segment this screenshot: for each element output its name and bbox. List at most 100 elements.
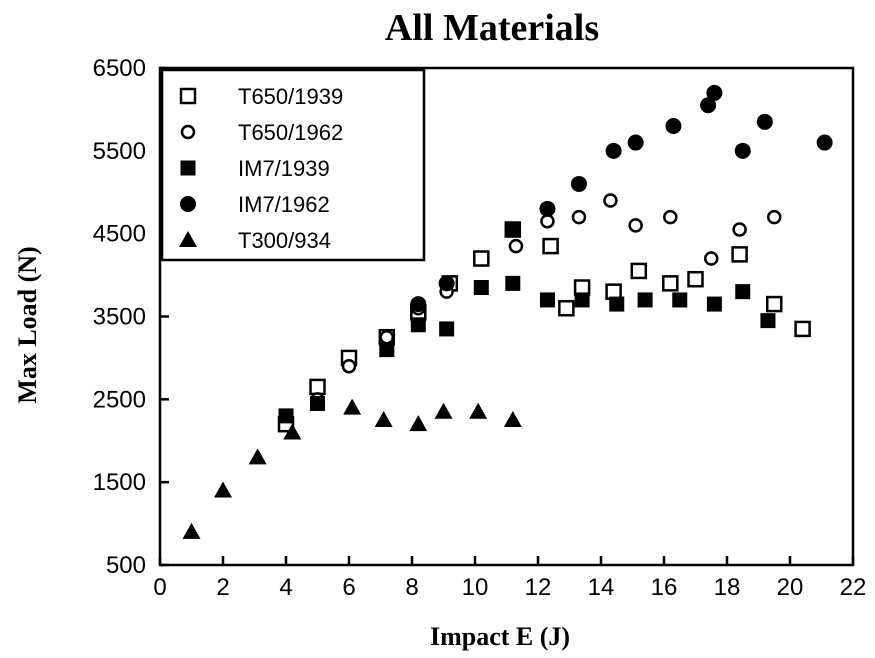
data-point [760,313,776,329]
x-axis-ticks: 0 2 4 6 8 10 12 14 16 18 20 22 [153,556,866,601]
data-point [542,237,559,255]
legend-label: IM7/1939 [238,156,330,181]
legend-marker [180,196,196,212]
data-point [574,292,590,308]
data-point [734,142,751,159]
data-point [609,296,625,312]
legend-label: T300/934 [238,228,331,253]
data-point [731,246,748,263]
data-point [379,342,395,358]
data-point [283,423,302,440]
x-tick-label: 10 [462,574,489,601]
data-point [379,329,395,345]
data-point [816,134,833,151]
data-point [700,97,717,114]
data-point [605,283,622,300]
legend-box [160,68,426,262]
x-tick-label: 2 [216,574,229,601]
series-im7-1939 [278,275,776,424]
data-point [503,411,522,428]
data-point [434,402,453,419]
data-point [410,317,426,333]
x-tick-label: 16 [651,574,678,601]
data-point [309,378,326,396]
legend-label: IM7/1962 [238,192,330,217]
data-point [704,251,719,266]
y-tick-label: 6500 [93,55,146,82]
data-point [409,415,428,432]
legend-item: T650/1962 [180,120,343,145]
data-point [603,193,618,208]
data-points [182,84,833,539]
y-tick-label: 3500 [93,304,146,331]
data-point [662,275,679,292]
data-point [663,209,678,225]
data-point [735,284,751,300]
legend-item: IM7/1962 [180,192,330,217]
y-axis-ticks: 500 1500 2500 3500 4500 5500 6500 [93,55,169,579]
data-point [766,295,783,313]
data-point [469,402,488,419]
legend-item: T300/934 [179,228,331,253]
x-tick-label: 0 [153,574,166,601]
data-point [505,275,521,291]
x-tick-label: 20 [777,574,804,601]
data-point [508,238,524,254]
legend-label: T650/1939 [238,84,343,109]
y-tick-label: 4500 [93,221,146,248]
chart-title: All Materials [385,7,599,49]
data-point [630,262,648,280]
data-point [672,292,688,308]
y-tick-label: 1500 [93,469,146,496]
x-tick-label: 4 [279,574,292,601]
data-point [628,218,643,233]
data-point [539,292,555,308]
data-point [570,175,587,192]
data-point [438,275,455,292]
data-point [637,292,653,308]
data-point [473,250,490,267]
legend-marker [180,124,196,140]
data-point [706,296,722,312]
data-point [214,481,232,498]
data-point [504,221,521,238]
data-point [473,280,489,296]
y-tick-label: 500 [106,552,146,579]
data-point [665,117,682,134]
data-point [605,142,622,159]
legend-label: T650/1962 [238,120,343,145]
data-point [341,358,357,374]
x-axis-label: Impact E (J) [430,622,570,651]
data-point [278,408,294,424]
data-point [540,213,555,229]
x-tick-label: 18 [714,574,741,601]
data-point [732,222,747,237]
x-tick-label: 12 [525,574,552,601]
data-point [687,270,704,288]
y-axis-label: Max Load (N) [13,246,42,403]
data-point [374,411,393,428]
legend-item: T650/1939 [179,84,343,109]
data-point [767,209,782,225]
x-tick-label: 22 [840,574,867,601]
x-tick-label: 14 [588,574,615,601]
data-point [248,448,267,465]
y-tick-label: 5500 [93,138,146,165]
series-im7-1962 [410,84,833,313]
data-point [558,299,575,317]
data-point [539,200,556,217]
legend-marker [180,160,196,176]
data-point [627,134,644,151]
y-tick-label: 2500 [93,386,146,413]
legend: T650/1939 T650/1962 IM7/1939 IM7/1962 T300/9… [160,68,426,262]
data-point [571,209,587,225]
series-t300-934 [182,398,522,539]
data-point [410,296,427,313]
data-point [706,84,723,101]
data-point [756,113,773,130]
x-tick-label: 8 [405,574,418,601]
data-point [573,279,591,296]
legend-marker [179,231,197,247]
data-point [794,320,811,338]
